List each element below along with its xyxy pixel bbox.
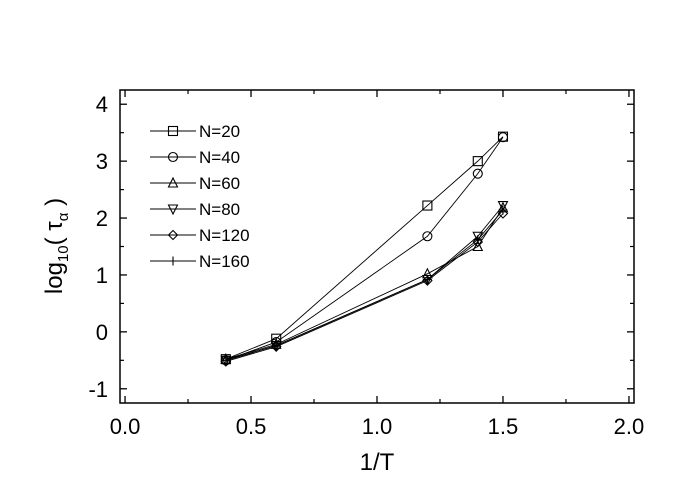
- data-point: [422, 231, 433, 242]
- data-point: [497, 200, 509, 212]
- legend-label: N=20: [199, 122, 240, 141]
- data-point: [167, 176, 179, 188]
- y-tick-label: 2: [96, 206, 108, 231]
- y-tick-label: 3: [96, 149, 108, 174]
- data-point: [422, 275, 432, 285]
- x-tick-label: 1.5: [488, 414, 519, 439]
- legend-label: N=80: [199, 200, 240, 219]
- y-label-main: log: [41, 262, 68, 294]
- legend-entry: N=60: [150, 174, 240, 193]
- legend-label: N=60: [199, 174, 240, 193]
- y-tick-label: 0: [96, 320, 108, 345]
- x-axis-label: 1/T: [360, 449, 395, 476]
- series-n-80: [220, 200, 509, 367]
- data-point: [472, 168, 483, 179]
- legend-entry: N=120: [150, 226, 250, 245]
- series-line: [225, 209, 504, 361]
- legend-entry: N=20: [150, 122, 240, 141]
- data-point: [472, 240, 484, 252]
- x-tick-label: 0.0: [110, 414, 141, 439]
- y-tick-label: -1: [88, 377, 108, 402]
- data-point: [167, 125, 179, 137]
- x-tick-label: 1.0: [362, 414, 393, 439]
- plot-frame: [119, 89, 635, 404]
- data-point: [221, 355, 231, 365]
- data-point: [497, 208, 509, 219]
- series-n-60: [220, 201, 509, 364]
- y-tick-label: 1: [96, 263, 108, 288]
- series-line: [225, 205, 504, 361]
- data-point: [473, 235, 483, 245]
- data-point: [168, 256, 178, 266]
- tick-marks: [120, 90, 634, 403]
- series-n-40: [220, 132, 509, 366]
- y-label-greek-sub: α: [55, 212, 72, 221]
- y-label-open: ( τ: [41, 221, 68, 246]
- y-tick-label: 4: [96, 92, 108, 117]
- series-line: [225, 207, 504, 360]
- y-axis-label: log10( τα ): [41, 198, 72, 294]
- x-tick-label: 0.5: [236, 414, 267, 439]
- x-tick-label: 2.0: [614, 414, 645, 439]
- series-n-160: [221, 205, 508, 365]
- data-point: [167, 229, 179, 241]
- series-layer: [220, 131, 509, 367]
- legend-label: N=120: [199, 226, 250, 245]
- legend-label: N=160: [199, 252, 250, 271]
- y-label-close: ): [41, 198, 68, 213]
- series-line: [225, 136, 504, 361]
- data-point: [472, 236, 484, 248]
- data-point: [497, 132, 509, 143]
- legend-entry: N=80: [150, 200, 240, 219]
- series-line: [225, 213, 504, 362]
- data-point: [167, 204, 179, 216]
- y-label-sub: 10: [55, 245, 72, 262]
- series-line: [225, 136, 504, 360]
- legend-entry: N=160: [150, 252, 250, 271]
- data-point: [422, 200, 433, 211]
- data-point: [271, 341, 281, 351]
- series-n-120: [220, 208, 509, 367]
- data-point: [167, 151, 179, 163]
- data-point: [472, 156, 483, 167]
- legend-entry: N=40: [150, 148, 240, 167]
- legend-label: N=40: [199, 148, 240, 167]
- tick-labels: 0.0 0.5 1.0 1.5 2.0 -1 0 1 2 3 4: [88, 92, 644, 439]
- data-point: [498, 205, 508, 215]
- legend: N=20 N=40 N=60 N=80 N=120 N=160: [150, 122, 250, 271]
